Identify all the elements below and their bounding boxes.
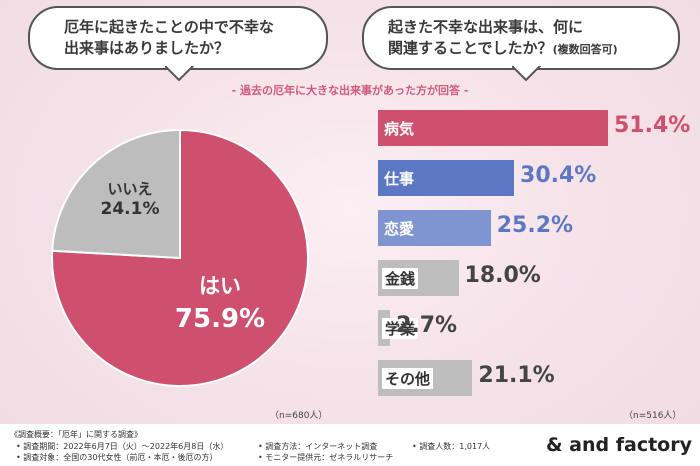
footer-method: • 調査方法：インターネット調査 bbox=[258, 442, 378, 451]
footer-period: • 調査期間：2022年6月7日（火）〜2022年6月8日（水） bbox=[16, 442, 229, 451]
bar-value-label-1: 30.4% bbox=[520, 163, 597, 188]
bar-value-label-0: 51.4% bbox=[614, 113, 691, 138]
bar-value-label-2: 25.2% bbox=[496, 213, 574, 238]
question-right-line1: 起きた不幸な出来事は、何に bbox=[388, 18, 584, 36]
bar-chart: 病気 51.4% 仕事 30.4% 恋愛 25.2% 金銭 18.0% 学業 2.7% その他 21.… bbox=[372, 108, 692, 408]
bar-category-label-4: 学業 bbox=[382, 318, 419, 339]
question-left-line2: 出来事はありましたか？ bbox=[64, 39, 230, 57]
pie-label-yes-text: はい bbox=[199, 274, 241, 298]
pie-label-no: いいえ 24.1% bbox=[90, 178, 170, 219]
pie-chart bbox=[51, 128, 309, 387]
bar-value-label-3: 18.0% bbox=[464, 263, 541, 288]
footer-provider: • モニター提供元：ゼネラルリサーチ bbox=[258, 453, 394, 462]
bar-2 bbox=[378, 210, 491, 246]
bubble-tail-right bbox=[512, 66, 542, 82]
question-right-line2: 関連することでしたか？(複数回答可) bbox=[388, 38, 618, 60]
pie-label-yes: はい 75.9% bbox=[170, 270, 270, 334]
pie-label-no-text: いいえ bbox=[107, 180, 153, 198]
bubble-tail-left bbox=[165, 66, 195, 82]
subtitle: - 過去の厄年に大きな出来事があった方が回答 - bbox=[231, 84, 469, 97]
bar-category-label-5: その他 bbox=[382, 368, 434, 389]
pie-slice-no bbox=[51, 128, 181, 260]
bar-category-label-3: 金銭 bbox=[382, 268, 419, 289]
footer-survey-title: 《調査概要：「厄年」に関する調査》 bbox=[10, 430, 142, 439]
bar-sample-size: （n=516人） bbox=[624, 411, 682, 421]
brand-logo: & and factory bbox=[546, 434, 692, 456]
bar-category-label-0: 病気 bbox=[384, 120, 415, 138]
pie-sample-size: （n=680人） bbox=[270, 411, 328, 421]
bar-1 bbox=[378, 160, 515, 196]
footer-target: • 調査対象：全国の30代女性（前厄・本厄・後厄の方） bbox=[16, 453, 218, 462]
footer-count: • 調査人数：1,017人 bbox=[412, 442, 491, 451]
bar-category-label-1: 仕事 bbox=[384, 170, 415, 188]
question-bubble-left bbox=[28, 6, 328, 70]
question-left-line1: 厄年に起きたことの中で不幸な bbox=[64, 18, 274, 36]
bar-value-label-4: 2.7% bbox=[396, 313, 458, 338]
bar-0 bbox=[378, 110, 608, 146]
bar-category-label-2: 恋愛 bbox=[384, 220, 415, 238]
pie-label-yes-value: 75.9% bbox=[174, 304, 266, 334]
bar-value-label-5: 21.1% bbox=[478, 363, 555, 388]
pie-slice-yes bbox=[51, 128, 309, 387]
question-right-line2-text: 関連することでしたか？ bbox=[388, 39, 553, 57]
question-right-note: (複数回答可) bbox=[552, 43, 618, 56]
pie-label-no-value: 24.1% bbox=[100, 199, 160, 219]
